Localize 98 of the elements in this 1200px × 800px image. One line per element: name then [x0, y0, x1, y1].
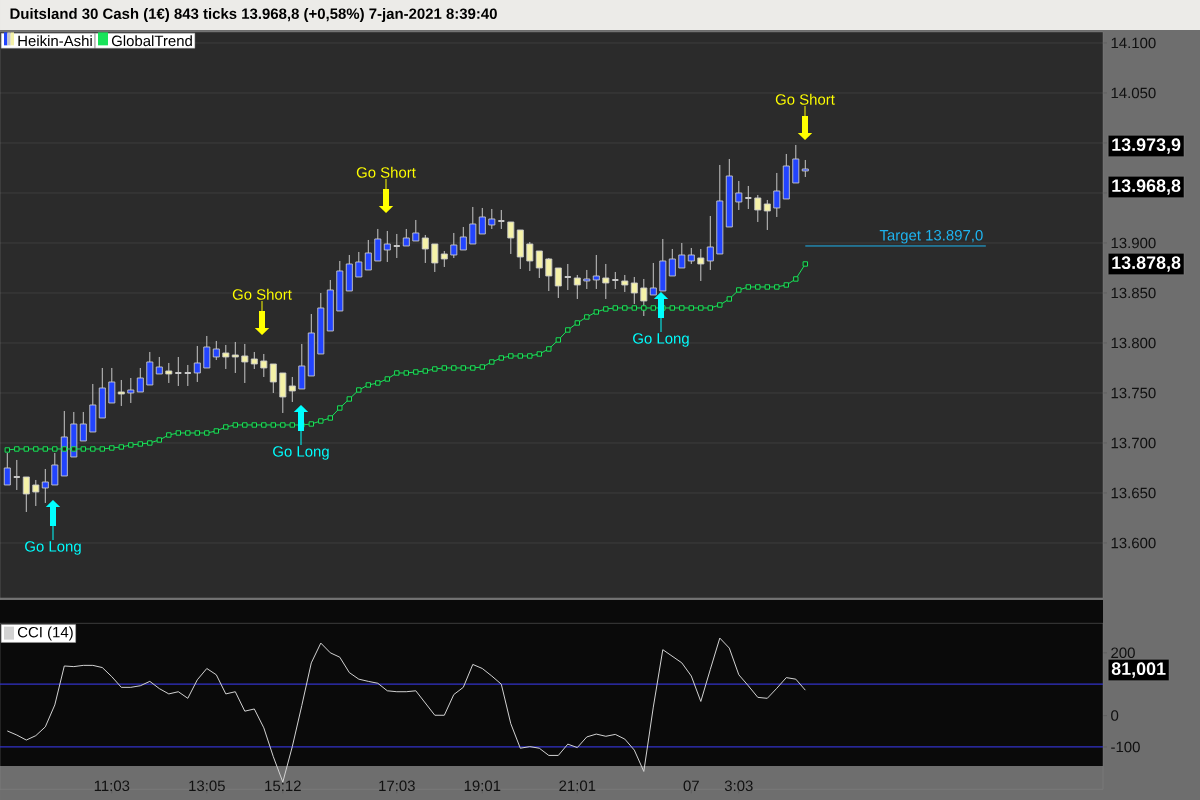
candlestick: [554, 267, 562, 299]
y-tick-label: 200: [1111, 647, 1135, 659]
annotation: Go Short: [232, 288, 292, 300]
annotation: Go Long: [633, 333, 689, 347]
annotation: Go Long: [25, 541, 81, 555]
candlestick: [222, 344, 230, 370]
candlestick: [298, 343, 306, 390]
candlestick: [136, 367, 144, 393]
candlestick: [459, 226, 467, 251]
candlestick: [469, 206, 477, 245]
x-tick-label: 11:03: [94, 780, 130, 792]
annotation: Go Long: [273, 446, 329, 460]
candlestick: [79, 411, 87, 442]
candlestick: [174, 356, 183, 387]
candlestick: [203, 335, 211, 369]
text: 13.878,8: [1112, 256, 1181, 272]
candlestick: [526, 241, 534, 272]
candlestick: [374, 228, 382, 262]
x-tick-label: 07: [683, 780, 699, 792]
candlestick: [573, 274, 581, 300]
candlestick: [117, 379, 125, 407]
candlestick: [288, 376, 296, 403]
chart-title: Duitsland 30 Cash (1€) 843 ticks 13.968,8 (+0,58%) 7-jan-2021 8:39:40: [10, 8, 497, 22]
ref-line-label: Target 13.897,0: [879, 229, 983, 244]
y-tick-label: 13.600: [1111, 537, 1156, 549]
candlestick: [507, 221, 515, 255]
y-tick-label: 13.750: [1111, 387, 1156, 399]
candlestick: [792, 144, 800, 184]
candlestick: [773, 172, 781, 218]
candlestick: [545, 257, 553, 292]
candlestick: [563, 263, 572, 291]
x-tick-label: 17:03: [379, 780, 415, 792]
candlestick: [744, 185, 753, 210]
candlestick: [706, 215, 714, 271]
y-tick-label: -100: [1111, 741, 1140, 753]
y-tick-label: 13.700: [1111, 437, 1156, 449]
candlestick: [421, 234, 429, 264]
candlestick: [364, 239, 372, 271]
candlestick: [649, 262, 657, 296]
y-tick-label: 13.900: [1111, 237, 1156, 249]
candlestick: [754, 194, 762, 223]
candlestick: [3, 452, 11, 486]
y-tick-label: 0: [1111, 710, 1119, 721]
candlestick: [602, 263, 610, 300]
candlestick: [146, 351, 154, 386]
candlestick: [431, 243, 439, 273]
x-tick-label: 19:01: [464, 780, 501, 792]
text: 13.968,8: [1112, 179, 1181, 195]
candlestick: [193, 345, 201, 383]
annotation: Go Short: [356, 166, 416, 178]
candlestick: [412, 219, 420, 242]
candlestick: [279, 372, 287, 414]
candlestick: [22, 476, 30, 513]
candlestick: [583, 269, 591, 290]
candlestick: [183, 364, 192, 387]
candlestick: [735, 180, 743, 211]
candlestick: [630, 276, 638, 305]
candlestick: [697, 248, 705, 282]
y-tick-label: 13.850: [1111, 287, 1156, 299]
candlestick: [592, 254, 600, 290]
candlestick: [32, 479, 40, 507]
candlestick: [212, 340, 220, 361]
candlestick: [383, 230, 391, 263]
candlestick: [127, 377, 135, 404]
x-tick-label: 15:12: [265, 780, 301, 792]
candlestick: [478, 207, 486, 235]
candlestick: [241, 343, 249, 384]
text: 81,001: [1111, 662, 1166, 678]
candlestick: [165, 362, 173, 384]
annotation: Go Short: [775, 93, 835, 105]
x-tick-label: 3:03: [724, 780, 753, 792]
candlestick: [12, 459, 21, 491]
candlestick: [668, 248, 676, 277]
candlestick: [260, 353, 268, 378]
legend-label: Heikin-Ashi: [18, 35, 92, 47]
legend-label: GlobalTrend: [111, 35, 192, 47]
candlestick: [535, 250, 543, 279]
candlestick: [41, 468, 49, 504]
text: 13.973,9: [1112, 138, 1181, 154]
legend-label: CCI (14): [17, 626, 73, 641]
y-tick-label: 14.100: [1111, 37, 1156, 49]
candlestick: [678, 242, 686, 269]
x-tick-label: 13:05: [189, 780, 225, 792]
candlestick: [450, 232, 458, 259]
candlestick: [269, 363, 277, 394]
y-tick-label: 14.050: [1111, 87, 1156, 99]
candlestick: [763, 199, 771, 231]
candlestick: [51, 452, 59, 486]
candlestick: [108, 367, 116, 404]
candlestick: [497, 209, 506, 230]
candlestick: [392, 233, 401, 259]
x-tick-label: 21:01: [559, 780, 596, 792]
y-tick-label: 13.650: [1111, 487, 1156, 499]
candlestick: [355, 251, 363, 278]
candlestick: [488, 208, 496, 230]
candlestick: [231, 341, 239, 374]
y-tick-label: 13.800: [1111, 337, 1156, 349]
candlestick: [640, 278, 648, 317]
